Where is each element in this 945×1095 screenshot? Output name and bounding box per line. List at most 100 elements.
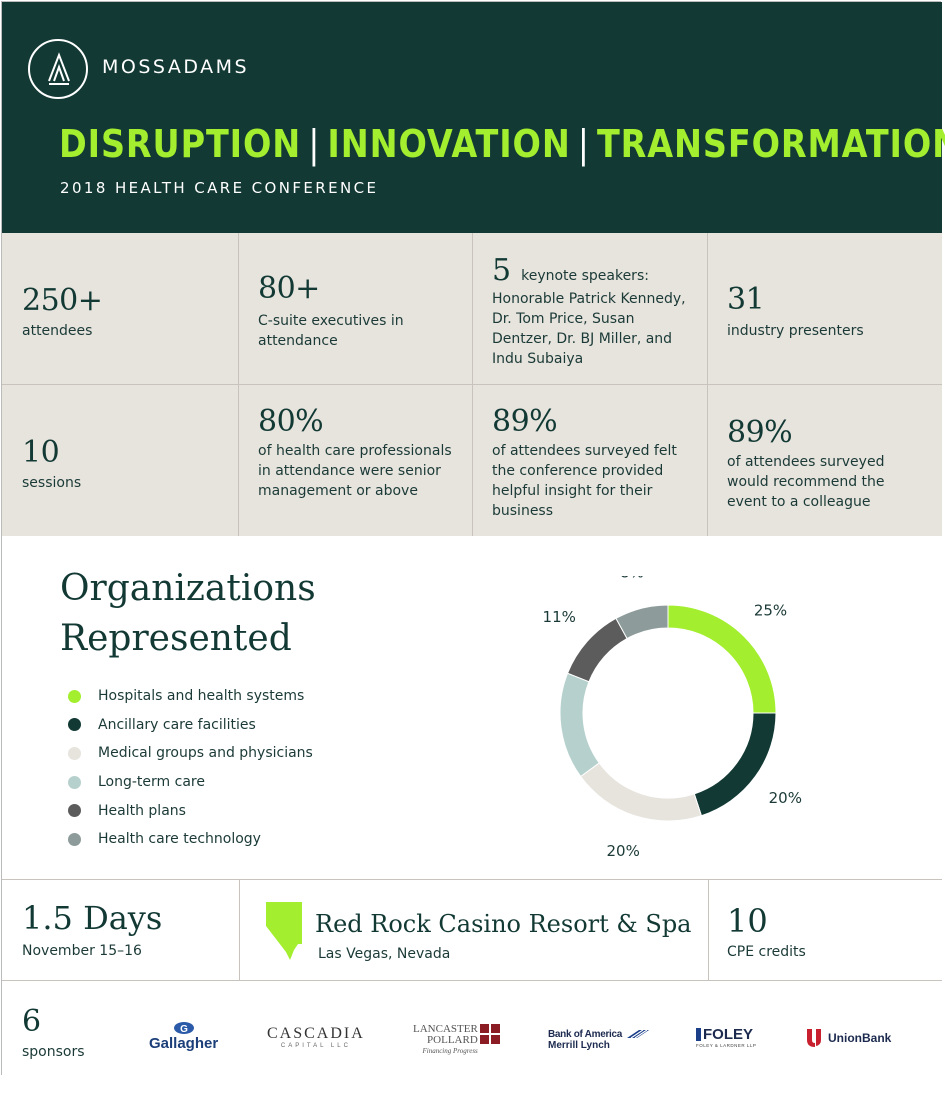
legend-label: Hospitals and health systems — [98, 688, 305, 705]
logo-text: POLLARD — [427, 1034, 478, 1046]
venue-location: Las Vegas, Nevada — [318, 946, 451, 962]
donut-chart: 25%20%20%16%11%8% — [543, 576, 802, 860]
stat-number: 5 — [492, 253, 512, 288]
stat-description: attendees — [22, 323, 93, 339]
headline-separator: | — [308, 122, 321, 166]
logo-text: UnionBank — [828, 1031, 892, 1045]
organizations-section: Organizations Represented Hospitals and … — [2, 536, 942, 880]
donut-slice — [579, 762, 703, 822]
slice-label: 20% — [769, 789, 802, 807]
cpe-label: CPE credits — [727, 944, 806, 960]
stat-presenters: 31 industry presenters — [708, 233, 942, 385]
stat-attendees: 250+ attendees — [2, 233, 239, 385]
event-duration: 1.5 Days — [22, 899, 163, 937]
gallagher-logo: G Gallagher — [149, 1021, 218, 1052]
brand-name: MOSSADAMS — [102, 56, 250, 78]
stat-number: 89% — [492, 404, 558, 439]
slice-label: 11% — [543, 608, 576, 626]
legend-item: Long-term care — [68, 768, 313, 797]
cpe-number: 10 — [727, 902, 768, 940]
legend-label: Medical groups and physicians — [98, 745, 313, 762]
donut-slice — [559, 672, 600, 778]
legend-label: Long-term care — [98, 774, 205, 791]
stat-helpful-insight: 89% of attendees surveyed felt the confe… — [473, 385, 708, 536]
slice-label: 25% — [754, 601, 787, 619]
unionbank-logo: UnionBank — [806, 1028, 891, 1048]
stat-description: C-suite executives in attendance — [258, 313, 404, 349]
stat-sessions: 10 sessions — [2, 385, 239, 536]
legend-item: Health plans — [68, 796, 313, 825]
divider — [239, 880, 240, 981]
divider — [708, 880, 709, 981]
logo-text: Merrill Lynch — [548, 1040, 610, 1051]
stat-number: 80% — [258, 404, 324, 439]
stat-number: 31 — [727, 282, 765, 317]
donut-slice — [566, 617, 628, 683]
title-line: Represented — [60, 618, 292, 659]
logo-text: FOLEY — [703, 1026, 754, 1043]
logo-text: Gallagher — [149, 1035, 219, 1052]
foley-logo: FOLEY FOLEY & LARDNER LLP — [696, 1026, 756, 1048]
stat-inline-label: keynote speakers: — [521, 268, 649, 284]
logo-subtext: FOLEY & LARDNER LLP — [696, 1043, 757, 1048]
moss-adams-mark-icon — [28, 39, 88, 99]
bofa-flag-icon — [627, 1029, 650, 1039]
stat-description: Honorable Patrick Kennedy, Dr. Tom Price… — [492, 291, 686, 367]
event-dates: November 15–16 — [22, 943, 142, 959]
gallagher-mark-icon: G — [173, 1022, 194, 1035]
slice-label: 8% — [620, 576, 644, 582]
sponsors-section: 6 sponsors G Gallagher CASCADIA CAPITAL … — [2, 981, 942, 1076]
headline-word: TRANSFORMATION — [596, 122, 945, 166]
donut-slice — [693, 712, 777, 817]
stat-number: 80+ — [258, 271, 320, 306]
legend-swatch — [68, 718, 81, 732]
logo-subtext: Financing Progress — [422, 1047, 478, 1055]
legend-label: Health plans — [98, 802, 186, 819]
stat-description: of attendees surveyed felt the conferenc… — [492, 443, 677, 519]
stats-grid: 250+ attendees 80+ C-suite executives in… — [2, 233, 942, 536]
legend-item: Ancillary care facilities — [68, 711, 313, 740]
headline: DISRUPTION | INNOVATION | TRANSFORMATION — [59, 122, 945, 166]
logo-text: LANCASTER — [413, 1023, 478, 1035]
legend-swatch — [68, 775, 81, 789]
stat-recommend: 89% of attendees surveyed would recommen… — [708, 385, 942, 536]
event-details: 1.5 Days November 15–16 Red Rock Casino … — [2, 880, 942, 981]
legend-item: Medical groups and physicians — [68, 739, 313, 768]
chart-legend: Hospitals and health systems Ancillary ca… — [68, 682, 313, 854]
headline-word: DISRUPTION — [59, 122, 302, 166]
stat-number: 10 — [22, 435, 60, 470]
logo-subtext: CAPITAL LLC — [280, 1043, 351, 1049]
slice-label: 20% — [607, 842, 640, 860]
donut-slice — [667, 604, 777, 714]
foley-mark-icon — [696, 1028, 701, 1041]
legend-swatch — [68, 804, 81, 818]
sponsor-label: sponsors — [22, 1044, 85, 1060]
stat-description: industry presenters — [727, 323, 864, 339]
header-banner: MOSSADAMS DISRUPTION | INNOVATION | TRANSFOR… — [2, 2, 945, 233]
stat-keynote-speakers: 5 keynote speakers: Honorable Patrick Ken… — [473, 233, 708, 385]
stat-description: of health care professionals in attendan… — [258, 443, 452, 499]
unionbank-mark-icon — [807, 1029, 821, 1047]
stat-number: 250+ — [22, 283, 103, 318]
legend-swatch — [68, 746, 81, 760]
stat-number: 89% — [727, 415, 793, 450]
lancaster-pollard-logo: LANCASTER POLLARD Financing Progress — [413, 1024, 500, 1057]
logo-text: CASCADIA — [267, 1025, 365, 1042]
legend-item: Health care technology — [68, 825, 313, 854]
legend-swatch — [68, 689, 81, 703]
sponsor-count: 6 — [22, 1004, 42, 1039]
stat-description: sessions — [22, 475, 82, 491]
title-line: Organizations — [60, 568, 316, 609]
conference-subtitle: 2018 HEALTH CARE CONFERENCE — [60, 179, 379, 197]
stat-senior-management: 80% of health care professionals in atte… — [239, 385, 473, 536]
bofa-merrill-logo: Bank of America Merrill Lynch — [548, 1028, 651, 1051]
legend-swatch — [68, 832, 81, 846]
stat-description: of attendees surveyed would recommend th… — [727, 454, 885, 510]
stat-csuite: 80+ C-suite executives in attendance — [239, 233, 473, 385]
venue-name: Red Rock Casino Resort & Spa — [315, 910, 692, 938]
cascadia-logo: CASCADIA CAPITAL LLC — [267, 1025, 365, 1049]
nevada-state-icon — [266, 902, 302, 960]
svg-text:G: G — [180, 1024, 188, 1035]
headline-word: INNOVATION — [327, 122, 571, 166]
